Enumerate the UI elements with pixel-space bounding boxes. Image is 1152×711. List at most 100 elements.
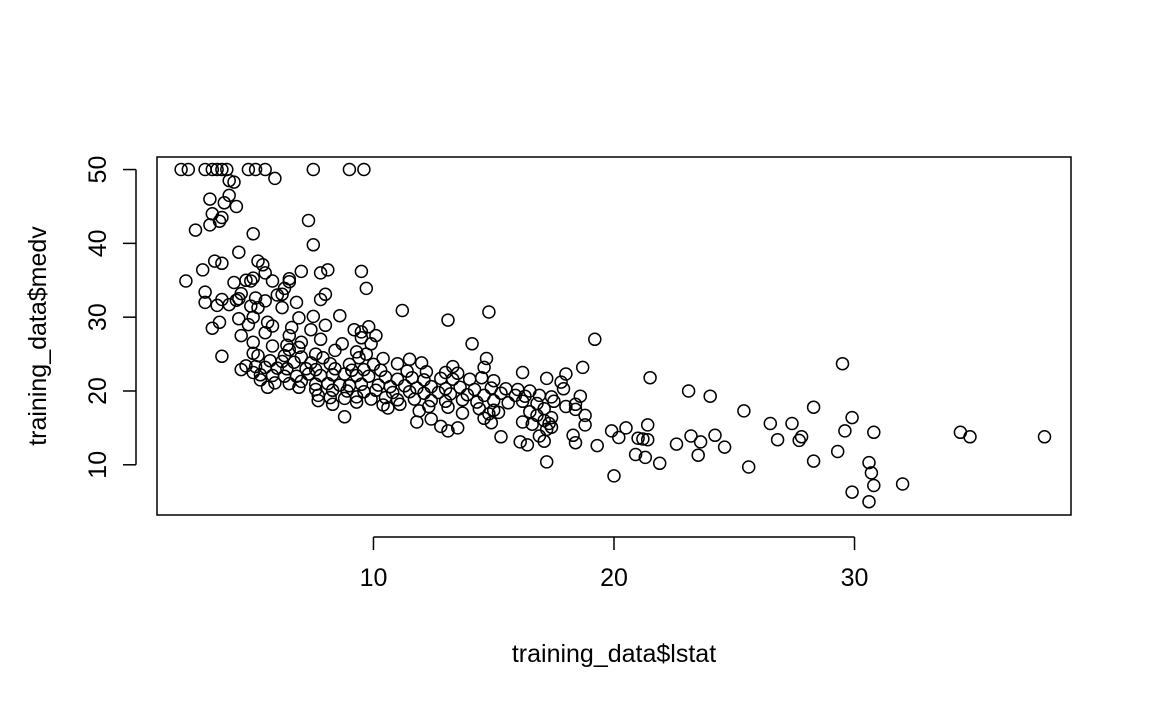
- data-point-84: [354, 325, 369, 339]
- data-point-200: [385, 385, 400, 400]
- data-point-71: [246, 310, 260, 324]
- data-point-255: [845, 410, 859, 425]
- data-point-263: [525, 417, 539, 431]
- data-point-3: [205, 162, 220, 177]
- data-point-217: [349, 390, 364, 404]
- data-point-315: [862, 494, 876, 509]
- data-point-193: [260, 380, 275, 395]
- data-point-294: [669, 437, 684, 451]
- data-point-270: [450, 421, 465, 435]
- data-point-264: [542, 416, 556, 431]
- data-point-276: [838, 424, 852, 438]
- data-point-225: [470, 395, 484, 409]
- data-point-164: [446, 372, 460, 386]
- data-point-78: [265, 319, 280, 333]
- data-point-313: [867, 478, 881, 493]
- data-point-221: [407, 392, 422, 406]
- data-point-303: [691, 448, 705, 462]
- data-point-236: [393, 397, 407, 412]
- data-point-277: [867, 425, 881, 440]
- data-point-61: [289, 295, 304, 310]
- data-point-74: [441, 313, 455, 327]
- data-point-148: [246, 365, 260, 380]
- data-point-241: [523, 404, 537, 419]
- data-point-302: [638, 450, 653, 465]
- data-point-69: [333, 308, 347, 323]
- data-point-24: [203, 218, 217, 232]
- data-point-32: [256, 258, 270, 272]
- data-point-171: [268, 376, 282, 390]
- data-point-293: [568, 435, 583, 450]
- data-point-1: [181, 162, 196, 177]
- data-point-252: [544, 410, 559, 425]
- data-point-11: [342, 162, 357, 177]
- x-tick-label: 30: [841, 564, 869, 592]
- data-point-19: [229, 199, 244, 214]
- data-point-256: [337, 410, 352, 424]
- data-point-55: [248, 291, 263, 305]
- data-point-185: [453, 380, 467, 395]
- y-tick-label: 10: [84, 451, 112, 479]
- data-point-46: [227, 275, 241, 290]
- data-point-28: [232, 245, 246, 259]
- data-point-230: [547, 394, 561, 409]
- data-point-233: [325, 397, 340, 412]
- data-point-282: [612, 430, 626, 445]
- data-point-66: [275, 300, 289, 315]
- x-axis-title: training_data$lstat: [512, 640, 716, 668]
- y-axis: 10 20 30 40 50: [84, 156, 137, 479]
- data-point-93: [246, 335, 260, 350]
- data-point-308: [862, 455, 876, 470]
- data-point-36: [321, 263, 335, 277]
- data-point-43: [179, 274, 193, 288]
- data-point-197: [340, 384, 354, 398]
- data-point-248: [455, 406, 470, 420]
- data-point-15: [227, 175, 241, 189]
- data-point-168: [539, 371, 554, 386]
- data-point-228: [515, 394, 530, 409]
- data-point-258: [477, 411, 491, 426]
- data-point-298: [520, 438, 535, 452]
- data-point-268: [785, 416, 799, 431]
- data-point-25: [188, 223, 203, 237]
- data-point-100: [292, 340, 306, 355]
- data-point-269: [434, 419, 448, 434]
- data-point-288: [794, 430, 809, 444]
- data-point-10: [306, 162, 321, 177]
- data-point-231: [568, 397, 583, 412]
- data-point-0: [174, 162, 188, 177]
- data-point-224: [455, 393, 470, 407]
- data-point-45: [244, 274, 258, 288]
- y-tick-label: 30: [84, 303, 112, 331]
- plot-frame: [156, 156, 1072, 516]
- data-point-5: [215, 162, 229, 177]
- data-point-144: [515, 365, 530, 380]
- data-point-34: [354, 264, 369, 279]
- data-point-234: [349, 395, 364, 409]
- data-point-146: [643, 370, 657, 385]
- data-point-305: [539, 455, 554, 469]
- data-point-64: [210, 298, 224, 313]
- data-point-4: [210, 162, 224, 177]
- data-point-44: [265, 274, 280, 288]
- data-point-254: [737, 404, 751, 418]
- data-point-299: [590, 438, 604, 453]
- data-point-56: [313, 292, 328, 307]
- data-point-307: [806, 454, 821, 468]
- data-point-311: [607, 469, 621, 483]
- data-point-90: [354, 331, 369, 345]
- data-point-73: [292, 311, 306, 325]
- data-point-102: [328, 343, 342, 358]
- data-point-290: [1037, 430, 1052, 444]
- data-point-222: [424, 393, 438, 408]
- data-point-77: [241, 317, 256, 332]
- data-point-31: [215, 256, 229, 271]
- data-point-204: [443, 387, 458, 401]
- data-point-245: [806, 400, 821, 414]
- data-point-267: [763, 416, 778, 431]
- data-point-87: [258, 325, 272, 340]
- data-point-59: [229, 293, 244, 307]
- data-point-253: [578, 408, 592, 423]
